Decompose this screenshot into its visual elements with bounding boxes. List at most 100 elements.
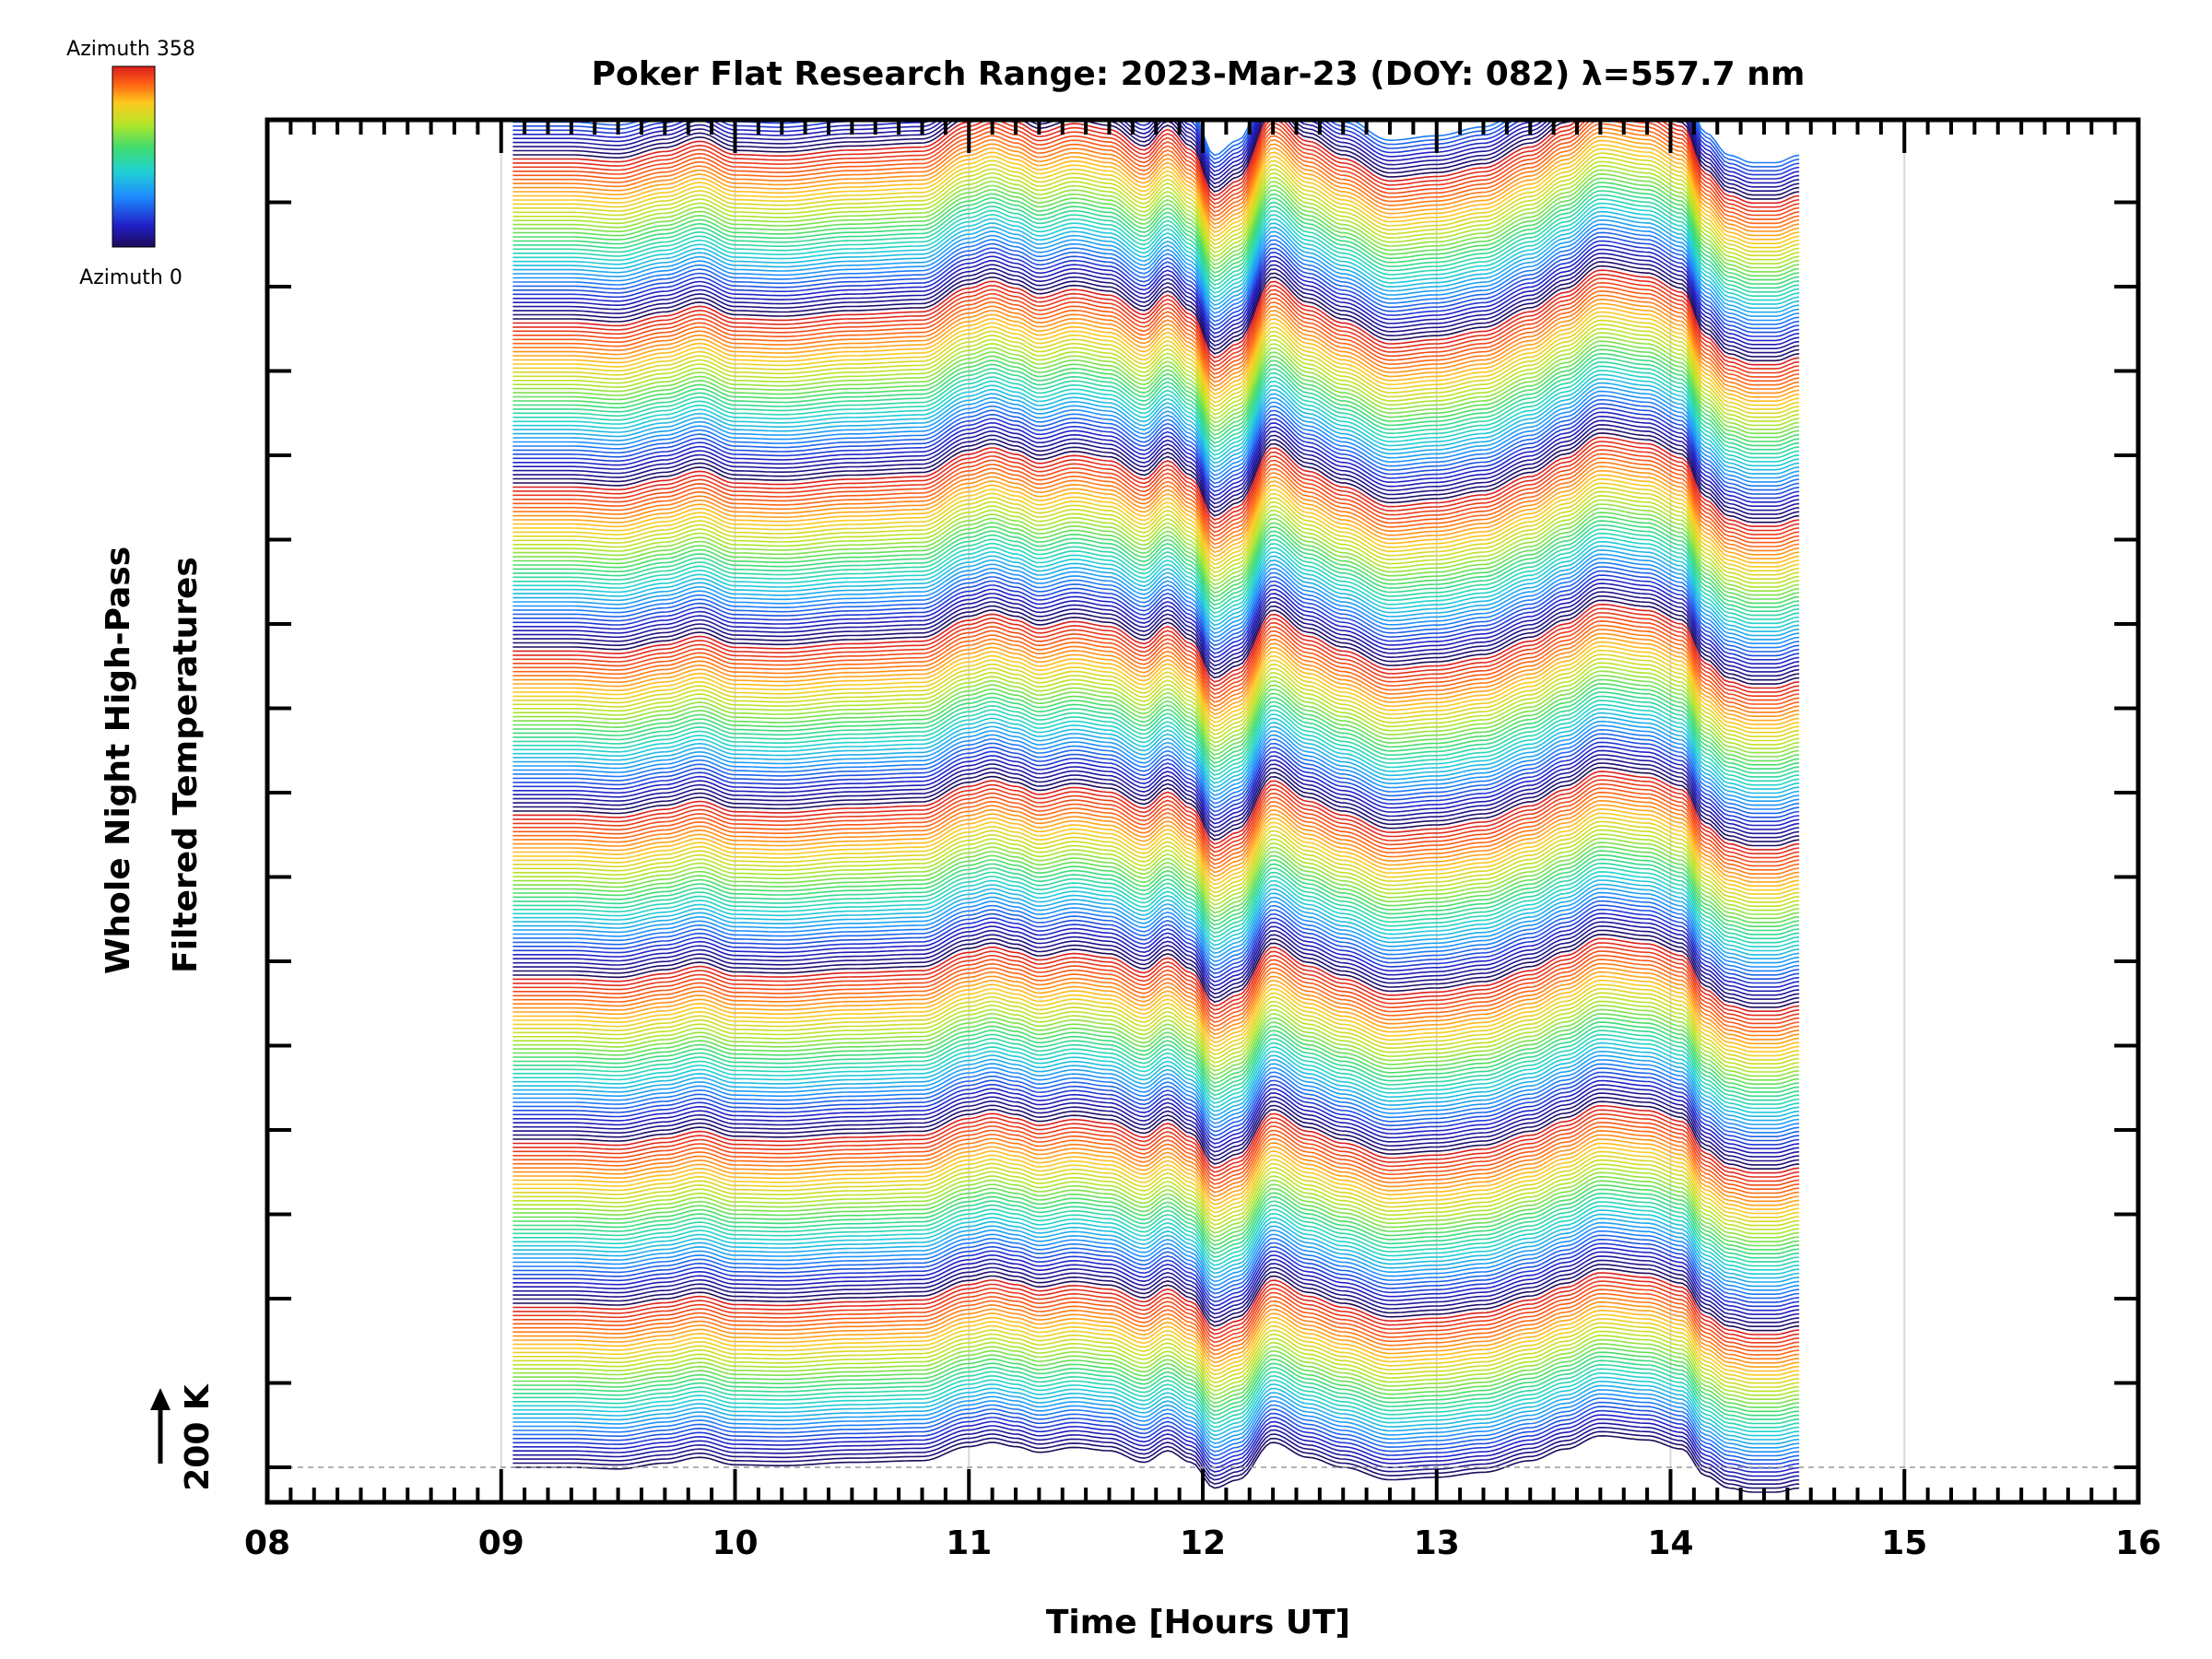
temperature-trace bbox=[512, 357, 1800, 451]
temperature-trace bbox=[512, 561, 1800, 649]
temperature-trace bbox=[512, 177, 1800, 277]
temperature-trace bbox=[512, 361, 1800, 454]
temperature-trace bbox=[512, 540, 1800, 629]
temperature-trace bbox=[512, 1309, 1800, 1372]
temperature-trace bbox=[512, 1096, 1800, 1166]
temperature-trace bbox=[512, 147, 1800, 249]
temperature-trace bbox=[512, 746, 1800, 827]
temperature-trace bbox=[512, 441, 1800, 532]
temperature-trace bbox=[512, 507, 1800, 596]
temperature-trace bbox=[512, 1397, 1800, 1457]
temperature-trace bbox=[512, 908, 1800, 984]
temperature-trace bbox=[512, 591, 1800, 677]
temperature-trace bbox=[512, 700, 1800, 782]
temperature-trace bbox=[512, 352, 1800, 447]
temperature-trace bbox=[512, 1272, 1800, 1335]
temperature-trace bbox=[512, 1330, 1800, 1393]
temperature-trace bbox=[512, 1005, 1800, 1077]
temperature-trace bbox=[512, 607, 1800, 693]
temperature-trace bbox=[512, 532, 1800, 620]
temperature-trace bbox=[512, 586, 1800, 673]
temperature-trace bbox=[512, 1426, 1800, 1485]
temperature-trace bbox=[512, 804, 1800, 883]
temperature-trace bbox=[512, 653, 1800, 737]
x-axis-label: Time [Hours UT] bbox=[1046, 1604, 1350, 1641]
x-tick-label: 08 bbox=[244, 1524, 290, 1562]
temperature-trace bbox=[512, 637, 1800, 722]
scale-label: 200 K bbox=[179, 1383, 217, 1491]
temperature-trace bbox=[512, 1351, 1800, 1413]
temperature-trace bbox=[512, 218, 1800, 317]
temperature-trace bbox=[512, 812, 1800, 891]
temperature-trace bbox=[512, 120, 1800, 176]
y-axis-label-line1: Whole Night High-Pass bbox=[100, 547, 137, 974]
temperature-trace bbox=[512, 904, 1800, 980]
temperature-trace bbox=[512, 1401, 1800, 1461]
temperature-trace bbox=[512, 1393, 1800, 1453]
temperature-trace bbox=[512, 289, 1800, 386]
temperature-trace bbox=[512, 120, 1800, 217]
temperature-trace bbox=[512, 791, 1800, 871]
temperature-trace bbox=[512, 120, 1800, 200]
temperature-trace bbox=[512, 139, 1800, 241]
x-tick-label: 15 bbox=[1881, 1524, 1927, 1562]
temperature-trace bbox=[512, 215, 1800, 313]
temperature-trace bbox=[512, 1138, 1800, 1206]
temperature-trace bbox=[512, 198, 1800, 297]
temperature-trace bbox=[512, 708, 1800, 790]
temperature-trace bbox=[512, 971, 1800, 1045]
chart-title: Poker Flat Research Range: 2023-Mar-23 (… bbox=[592, 55, 1806, 93]
temperature-trace bbox=[512, 436, 1800, 527]
temperature-trace bbox=[512, 348, 1800, 442]
temperature-trace bbox=[512, 1409, 1800, 1469]
temperature-trace bbox=[512, 127, 1800, 229]
temperature-trace bbox=[512, 340, 1800, 434]
temperature-trace bbox=[512, 825, 1800, 903]
temperature-trace bbox=[512, 675, 1800, 758]
temperature-trace bbox=[512, 1234, 1800, 1300]
temperature-trace bbox=[512, 678, 1800, 762]
temperature-trace bbox=[512, 419, 1800, 512]
temperature-trace bbox=[512, 1300, 1800, 1364]
temperature-trace bbox=[512, 156, 1800, 257]
temperature-trace bbox=[512, 1343, 1800, 1405]
x-tick-label: 09 bbox=[478, 1524, 524, 1562]
x-axis-ticks: 08 09 10 11 12 13 14 15 16 bbox=[244, 120, 2161, 1562]
temperature-trace bbox=[512, 924, 1800, 1000]
temperature-trace bbox=[512, 1167, 1800, 1235]
temperature-trace bbox=[512, 741, 1800, 822]
temperature-trace bbox=[512, 1180, 1800, 1247]
temperature-trace bbox=[512, 616, 1800, 701]
temperature-trace bbox=[512, 946, 1800, 1020]
temperature-trace bbox=[512, 269, 1800, 366]
temperature-trace bbox=[512, 1193, 1800, 1259]
temperature-trace bbox=[512, 691, 1800, 774]
temperature-trace bbox=[512, 487, 1800, 576]
temperature-trace bbox=[512, 444, 1800, 535]
temperature-trace bbox=[512, 244, 1800, 342]
temperature-trace bbox=[512, 524, 1800, 612]
temperature-trace bbox=[512, 954, 1800, 1029]
temperature-trace bbox=[512, 1209, 1800, 1275]
temperature-trace bbox=[512, 1284, 1800, 1347]
temperature-trace bbox=[512, 231, 1800, 330]
temperature-trace bbox=[512, 1188, 1800, 1255]
temperature-trace bbox=[512, 1376, 1800, 1437]
temperature-trace bbox=[512, 599, 1800, 685]
temperature-trace bbox=[512, 512, 1800, 600]
temperature-trace bbox=[512, 164, 1800, 265]
temperature-trace bbox=[512, 135, 1800, 237]
temperature-trace bbox=[512, 461, 1800, 552]
temperature-trace bbox=[512, 662, 1800, 746]
temperature-trace bbox=[512, 716, 1800, 798]
temperature-trace bbox=[512, 1017, 1800, 1089]
temperature-trace bbox=[512, 1430, 1800, 1489]
temperature-trace bbox=[512, 1079, 1800, 1150]
temperature-trace bbox=[512, 1046, 1800, 1117]
temperature-trace bbox=[512, 370, 1800, 463]
temperature-trace bbox=[512, 879, 1800, 956]
temperature-trace bbox=[512, 190, 1800, 289]
temperature-trace bbox=[512, 574, 1800, 661]
temperature-trace bbox=[512, 253, 1800, 349]
temperature-trace bbox=[512, 1267, 1800, 1332]
